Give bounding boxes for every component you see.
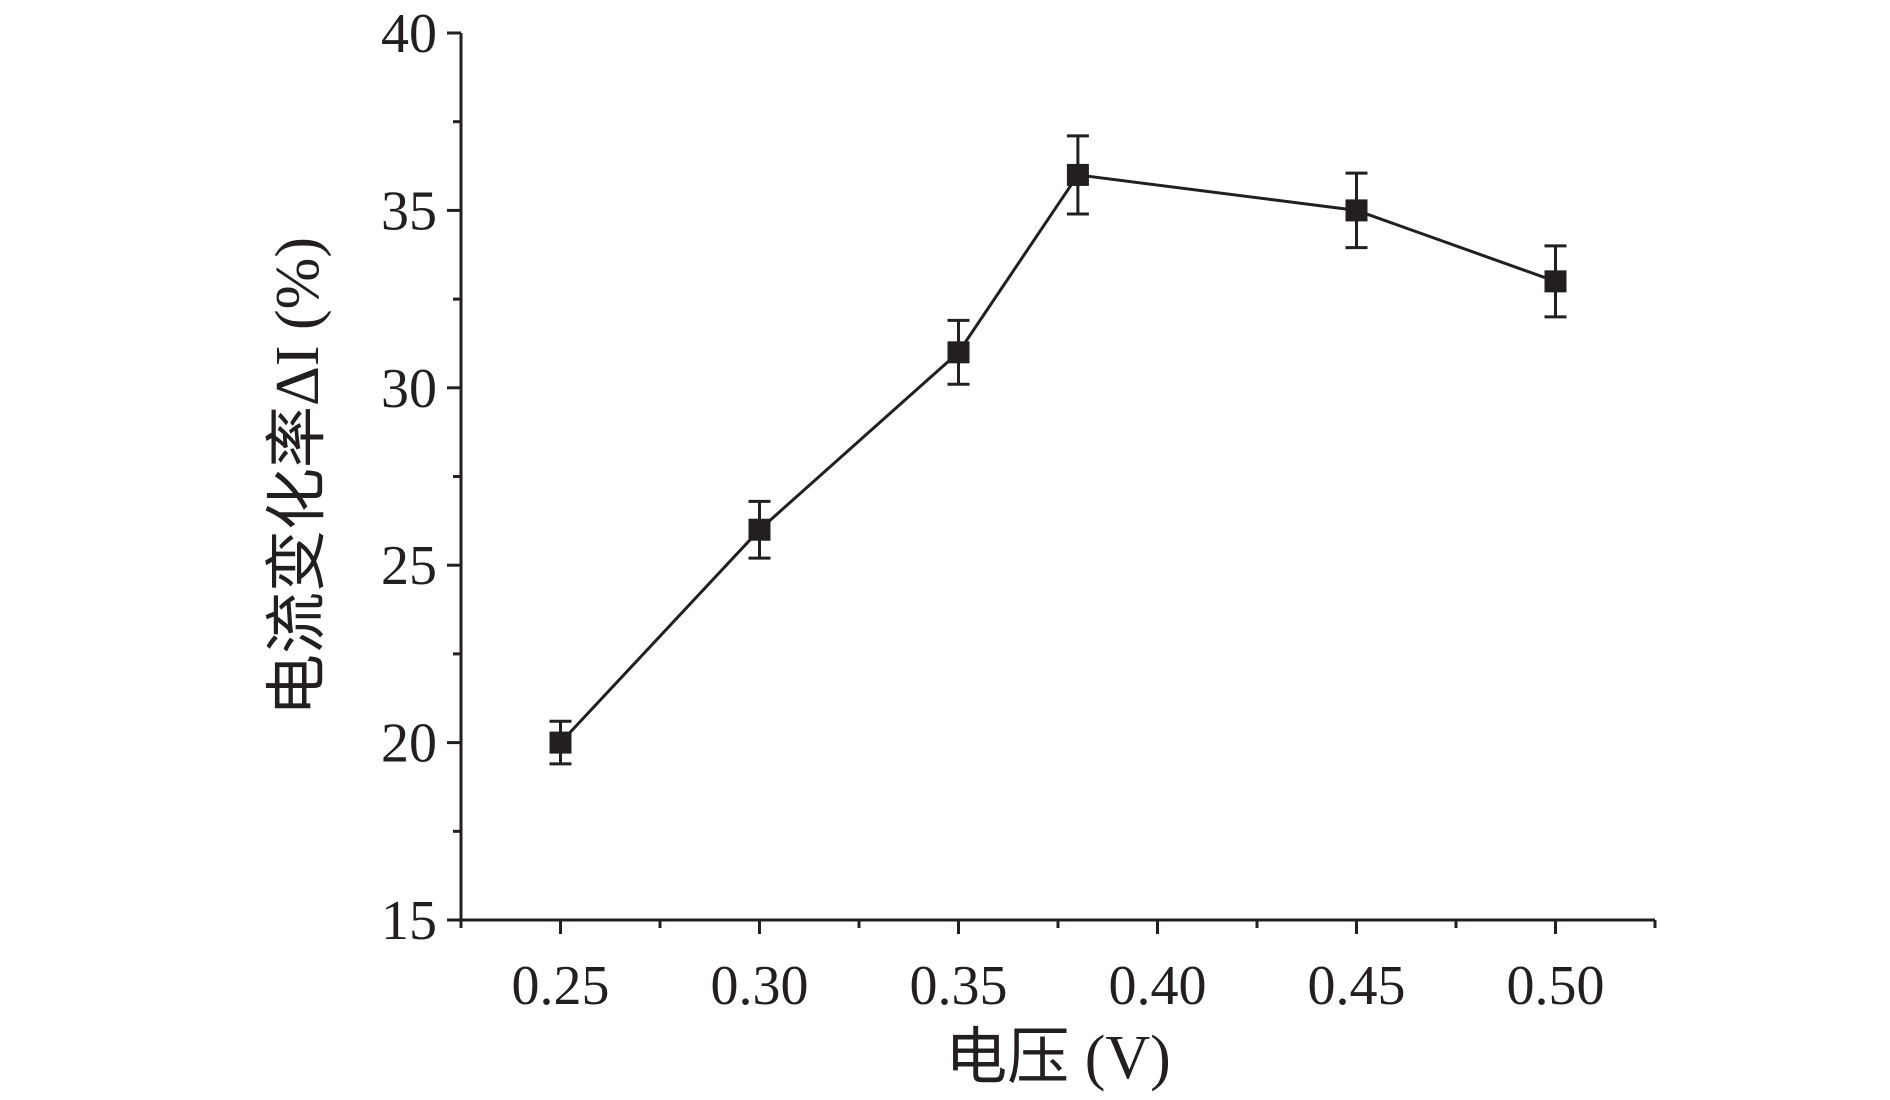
x-tick-label: 0.25 <box>512 955 610 1017</box>
series <box>559 173 1557 744</box>
series-line <box>559 173 1557 744</box>
data-point-marker <box>748 518 771 541</box>
data-point-marker <box>947 341 970 364</box>
axes <box>459 33 1655 922</box>
y-tick-label: 25 <box>381 535 437 597</box>
y-tick-label: 35 <box>381 180 437 242</box>
ticks <box>447 31 1657 934</box>
x-tick-label: 0.50 <box>1507 955 1605 1017</box>
x-axis-title: 电压 (V) <box>945 1024 1171 1092</box>
y-tick-label: 30 <box>381 358 437 420</box>
data-point-marker <box>1066 163 1089 186</box>
markers <box>549 163 1567 754</box>
y-tick-label: 15 <box>381 890 437 952</box>
x-tick-label: 0.30 <box>711 955 809 1017</box>
x-tick-label: 0.45 <box>1308 955 1406 1017</box>
data-point-marker <box>1345 199 1368 222</box>
y-tick-label: 40 <box>381 3 437 65</box>
y-axis-title: 电流变化率ΔI (%) <box>264 237 332 716</box>
x-tick-label: 0.35 <box>910 955 1008 1017</box>
x-tick-label: 0.40 <box>1109 955 1207 1017</box>
tick-labels: 15 20 25 30 35 40 0.25 0.30 0.35 0.40 0.45 0.50 <box>381 3 1605 1017</box>
data-point-marker <box>1544 270 1567 293</box>
data-point-marker <box>549 731 572 754</box>
y-tick-label: 20 <box>381 713 437 775</box>
